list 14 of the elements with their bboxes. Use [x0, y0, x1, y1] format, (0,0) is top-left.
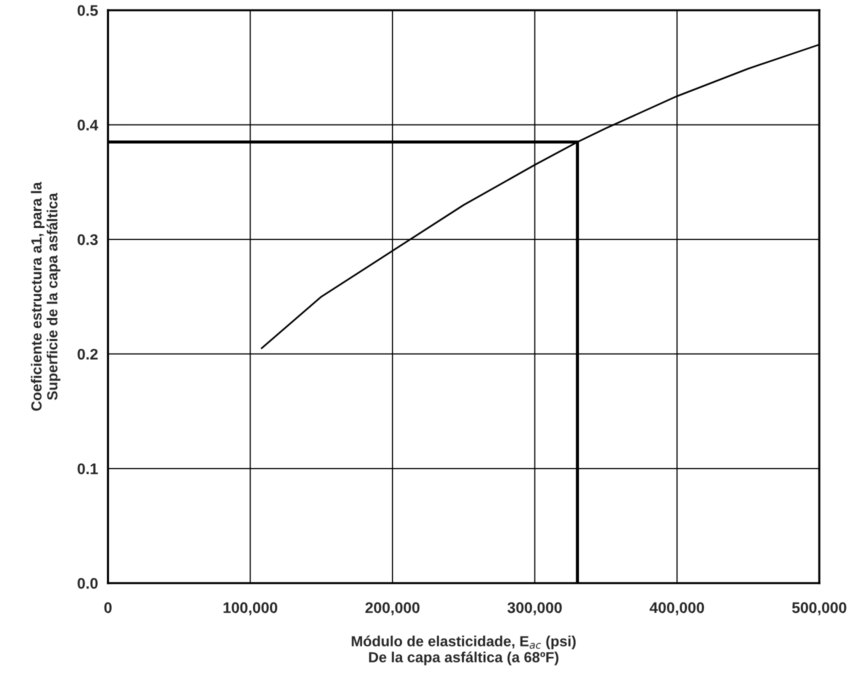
x-tick-label: 500,000 [792, 602, 846, 616]
y-tick-label: 0.1 [78, 463, 98, 474]
x-tick-label: 300,000 [508, 602, 562, 616]
y-tick-label: 0.2 [78, 348, 98, 360]
x-tick-label: 400,000 [650, 602, 704, 616]
y-tick-label: 0.3 [78, 234, 98, 246]
y-tick-label: 0.5 [78, 5, 98, 16]
x-axis-title: Módulo de elasticidade, E$_{ac}$ (psi) De la capa asfáltica (a 68ºF) [352, 636, 576, 666]
x-tick-label: 200,000 [365, 602, 420, 616]
x-tick-label: 0 [104, 602, 112, 614]
y-tick-label: 0.0 [78, 578, 98, 589]
y-axis-title: Coeficiente estructura a1, para la Superficie de la capa asfáltica [30, 182, 60, 411]
x-tick-label: 100,000 [224, 602, 278, 616]
y-tick-label: 0.4 [78, 120, 98, 130]
